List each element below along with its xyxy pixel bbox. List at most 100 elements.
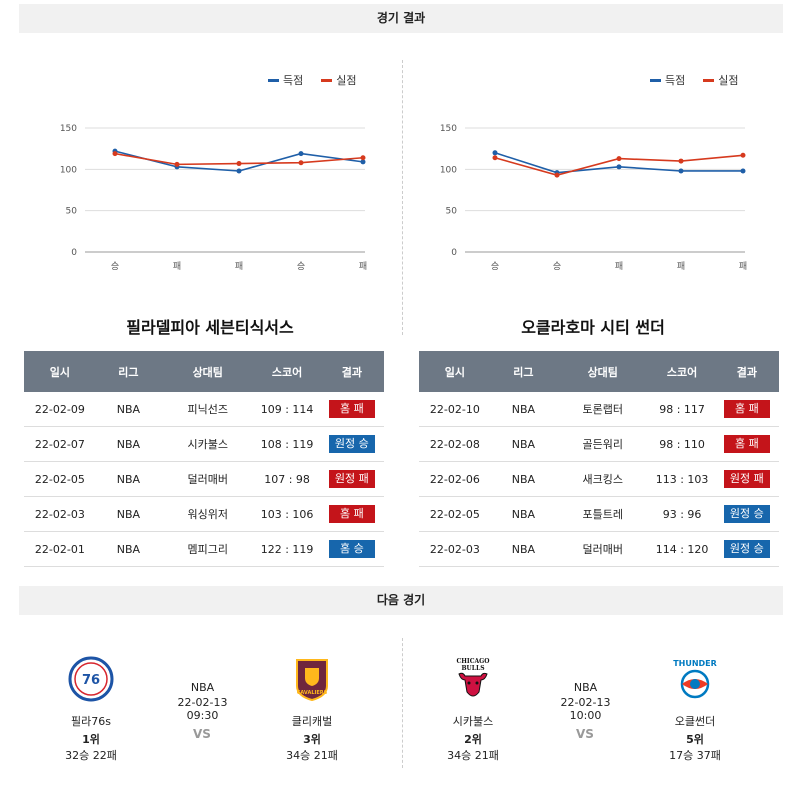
cell-opponent: 워싱위저 [161,496,255,532]
vs-label: VS [193,727,211,741]
team-name: 클리캐벌 [291,715,333,728]
table-row: 22-02-03 NBA 덜러매버 114 : 120 원정 승 [419,531,779,567]
cell-league: NBA [95,531,162,567]
cell-date: 22-02-03 [24,496,96,532]
svg-text:THUNDER: THUNDER [673,659,717,668]
team-rank: 5위 [686,733,704,746]
cell-result: 홈 패 [714,426,779,462]
x-tick-label: 승 [111,261,119,272]
result-badge: 홈 패 [723,435,770,453]
table-header-row: 일시 리그 상대팀 스코어 결과 [24,351,384,392]
cell-result: 홈 승 [319,531,384,567]
cell-result: 원정 패 [319,461,384,497]
chart-legend-right: 득점 실점 [650,72,751,88]
result-badge: 홈 패 [723,400,770,418]
team-title-left: 필라델피아 세븐티식서스 [126,318,294,337]
cell-date: 22-02-07 [24,426,96,462]
team-name: 시카불스 [452,715,494,728]
cell-opponent: 새크킹스 [556,461,650,497]
team-title-right: 오클라호마 시티 썬더 [521,318,665,337]
oklahoma-thunder-logo: THUNDER [673,659,717,699]
result-badge: 홈 패 [328,400,375,418]
data-point [616,156,622,162]
match2-home-team[interactable]: CHICAGO BULLS 시카불스 2위 34승 21패 [437,656,509,763]
data-point [678,168,684,174]
cell-date: 22-02-10 [419,392,491,427]
data-point [554,172,560,178]
x-tick-label: 승 [297,261,305,272]
vs-label: VS [576,727,594,741]
column-header: 스코어 [254,351,320,392]
cell-opponent: 멤피그리 [161,531,255,567]
team-record: 17승 37패 [669,749,721,762]
data-point [360,155,366,161]
x-tick-label: 패 [677,261,685,272]
cell-score: 98 : 117 [649,392,715,427]
column-header: 리그 [490,351,557,392]
result-badge: 원정 승 [723,540,770,558]
x-tick-label: 패 [359,261,367,272]
cell-score: 109 : 114 [254,392,320,427]
column-header: 일시 [419,351,491,392]
cell-result: 원정 승 [714,531,779,567]
svg-text:76: 76 [82,673,100,688]
x-tick-label: 패 [615,261,623,272]
match1-info: NBA 22-02-13 09:30 [160,681,245,722]
cell-score: 98 : 110 [649,426,715,462]
cell-date: 22-02-05 [24,461,96,497]
data-point [360,159,366,165]
column-header: 결과 [319,351,384,392]
team-rank: 1위 [82,733,100,746]
chart-legend-left: 득점 실점 [268,72,369,88]
table-row: 22-02-09 NBA 피닉선즈 109 : 114 홈 패 [24,392,384,427]
cell-result: 홈 패 [319,392,384,427]
cell-league: NBA [490,392,557,427]
x-tick-label: 패 [739,261,747,272]
team-record: 34승 21패 [286,749,338,762]
next-games-divider [402,638,403,768]
svg-text:BULLS: BULLS [461,665,484,672]
match-league: NBA [190,681,215,694]
y-tick-label: 100 [440,165,457,175]
data-point [298,151,304,157]
column-header: 상대팀 [556,351,650,392]
column-header: 일시 [24,351,96,392]
x-tick-label: 승 [553,261,561,272]
data-point [740,168,746,174]
cell-date: 22-02-09 [24,392,96,427]
team-record: 32승 22패 [65,749,117,762]
cell-date: 22-02-05 [419,496,491,532]
cell-date: 22-02-06 [419,461,491,497]
result-badge: 홈 승 [328,540,375,558]
result-badge: 원정 패 [723,470,770,488]
y-tick-label: 0 [451,248,457,258]
table-row: 22-02-08 NBA 골든워리 98 : 110 홈 패 [419,426,779,462]
results-section-header: 경기 결과 [19,4,783,33]
legend-scored: 득점 [268,72,303,88]
team-score-chart-right: 0 50 100 150 승 승 패 패 패 [440,124,747,272]
x-tick-label: 패 [173,261,181,272]
chicago-bulls-logo: CHICAGO BULLS [456,658,490,697]
cell-league: NBA [490,496,557,532]
cell-score: 103 : 106 [254,496,320,532]
match1-home-team[interactable]: 76 필라76s 1위 32승 22패 [55,656,127,763]
table-row: 22-02-03 NBA 워싱위저 103 : 106 홈 패 [24,496,384,532]
cell-score: 93 : 96 [649,496,715,532]
cell-result: 원정 승 [714,496,779,532]
cell-score: 122 : 119 [254,531,320,567]
x-tick-label: 패 [235,261,243,272]
table-row: 22-02-01 NBA 멤피그리 122 : 119 홈 승 [24,531,384,567]
column-header: 결과 [714,351,779,392]
table-row: 22-02-10 NBA 토론랩터 98 : 117 홈 패 [419,392,779,427]
cell-result: 홈 패 [319,496,384,532]
y-tick-label: 150 [60,124,77,134]
match-datetime: 22-02-13 10:00 [560,696,611,722]
data-point [678,158,684,164]
match1-away-team[interactable]: CAVALIERS 클리캐벌 3위 34승 21패 [276,656,348,763]
table-row: 22-02-06 NBA 새크킹스 113 : 103 원정 패 [419,461,779,497]
next-games-section-header: 다음 경기 [19,586,783,615]
match2-away-team[interactable]: THUNDER 오클썬더 5위 17승 37패 [659,656,731,763]
team-score-chart-left: 0 50 100 150 승 패 패 승 패 [60,124,367,272]
y-tick-label: 50 [446,207,458,217]
team-rank: 2위 [464,733,482,746]
